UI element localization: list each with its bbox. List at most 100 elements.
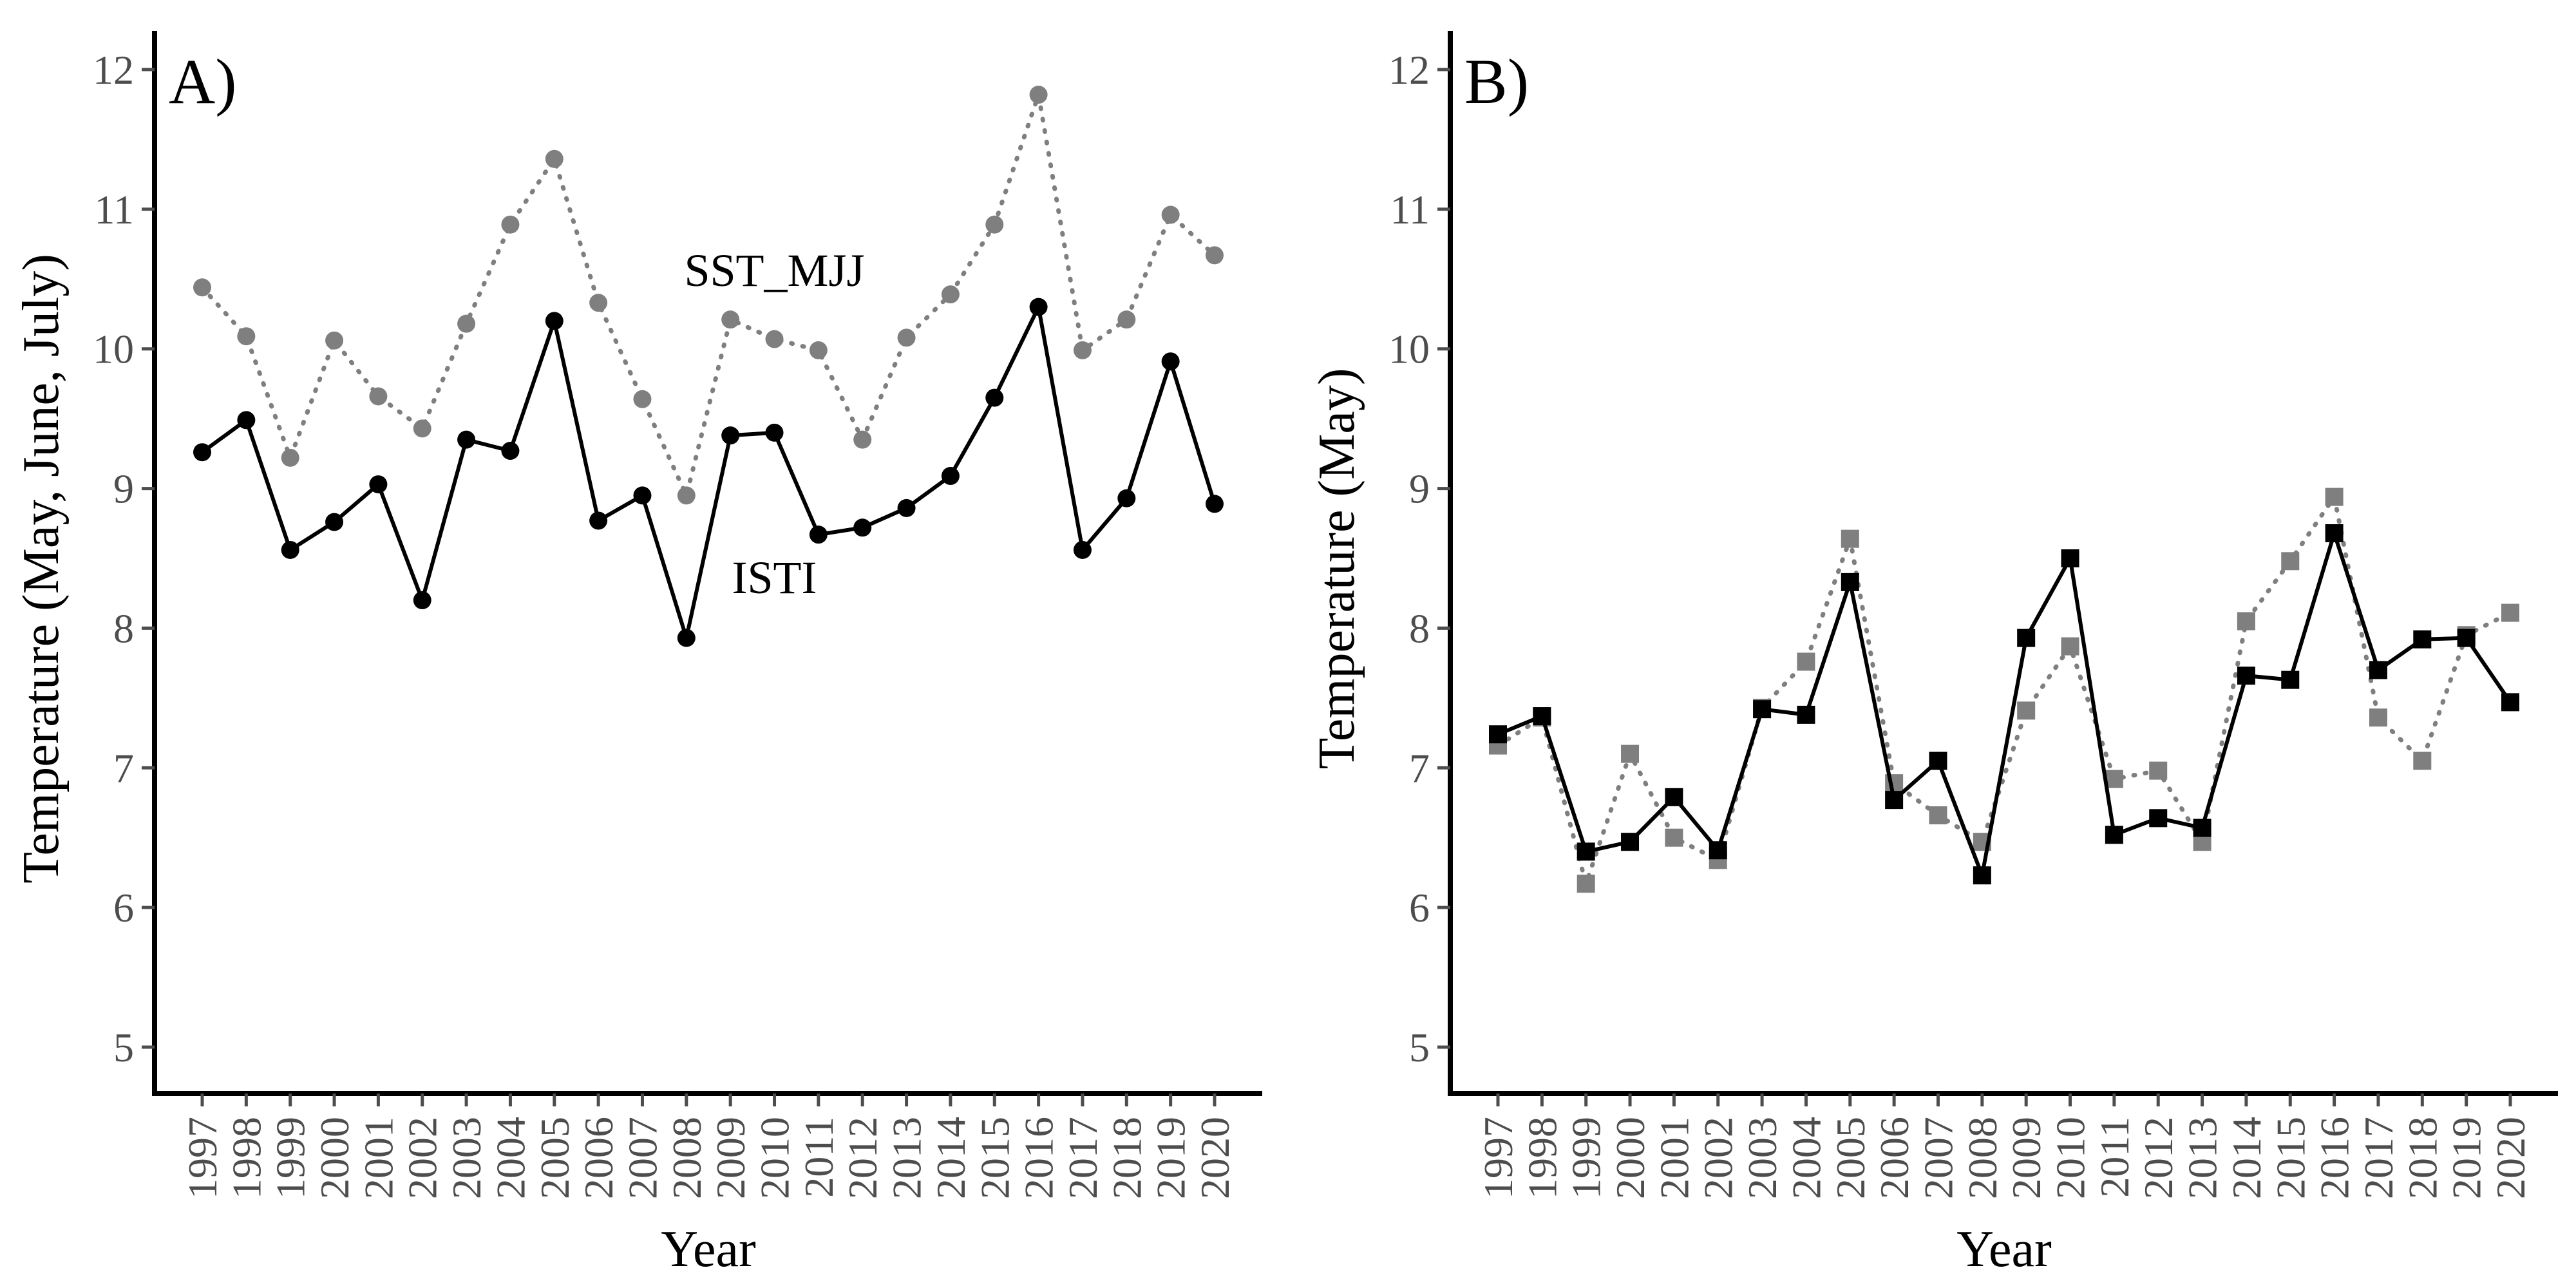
x-tick-label: 2017 — [2356, 1117, 2401, 1199]
data-point-isti — [1161, 352, 1180, 371]
data-point-sst — [853, 430, 872, 449]
data-point-isti — [1073, 540, 1092, 559]
data-point-sst — [193, 278, 211, 297]
data-point-isti — [413, 591, 431, 610]
data-point-sst — [369, 387, 388, 406]
y-axis-title: Temperature (May, June, July) — [13, 254, 70, 884]
x-tick-label: 2008 — [664, 1117, 710, 1199]
data-point-sst — [1577, 875, 1595, 893]
data-point-isti — [457, 430, 476, 449]
x-tick-label: 1999 — [1564, 1117, 1609, 1199]
y-tick-label: 9 — [1409, 466, 1430, 512]
data-point-isti — [2369, 661, 2387, 679]
data-point-sst — [2413, 752, 2432, 770]
data-point-isti — [1973, 866, 1991, 885]
x-tick-label: 2002 — [1696, 1117, 1741, 1199]
x-tick-label: 2012 — [840, 1117, 886, 1199]
x-tick-label: 2001 — [355, 1117, 401, 1199]
data-point-isti — [985, 388, 1004, 407]
x-tick-label: 2007 — [1915, 1117, 1961, 1199]
data-point-isti — [369, 475, 388, 494]
x-tick-label: 1998 — [1519, 1117, 1565, 1199]
data-point-sst — [1029, 86, 1048, 104]
x-tick-label: 2010 — [752, 1117, 798, 1199]
data-point-sst — [281, 448, 299, 467]
data-point-sst — [1665, 828, 1683, 847]
data-point-isti — [1206, 495, 1224, 513]
x-tick-label: 2003 — [1739, 1117, 1785, 1199]
x-tick-label: 2004 — [1783, 1117, 1829, 1199]
data-point-sst — [677, 486, 696, 505]
data-point-isti — [2017, 629, 2036, 647]
data-point-sst — [2501, 603, 2519, 622]
data-point-sst — [501, 215, 520, 234]
y-tick-label: 6 — [113, 885, 134, 931]
y-tick-label: 5 — [1409, 1025, 1430, 1070]
data-point-isti — [2193, 819, 2211, 837]
data-point-sst — [721, 310, 740, 329]
data-point-isti — [1621, 833, 1640, 851]
data-point-sst — [985, 215, 1004, 234]
x-tick-label: 2011 — [796, 1117, 842, 1198]
y-tick-label: 7 — [1409, 745, 1430, 791]
x-tick-label: 2000 — [312, 1117, 357, 1199]
data-point-sst — [941, 285, 960, 304]
data-point-isti — [1709, 841, 1727, 860]
data-point-isti — [237, 411, 256, 430]
data-point-sst — [2369, 708, 2387, 727]
data-point-isti — [501, 442, 520, 460]
data-point-isti — [2413, 630, 2432, 649]
data-point-sst — [633, 390, 652, 408]
x-axis-title: Year — [1956, 1221, 2051, 1278]
x-tick-label: 2015 — [2268, 1117, 2313, 1199]
data-point-sst — [2237, 612, 2255, 630]
data-point-isti — [1117, 489, 1136, 507]
x-tick-label: 2012 — [2136, 1117, 2181, 1199]
data-point-isti — [897, 498, 916, 517]
data-point-isti — [1885, 791, 1904, 810]
x-tick-label: 2008 — [1960, 1117, 2005, 1199]
x-tick-label: 2020 — [2488, 1117, 2533, 1199]
x-tick-label: 2014 — [2224, 1117, 2269, 1199]
data-point-isti — [2105, 826, 2123, 844]
data-point-isti — [2325, 524, 2344, 542]
data-point-sst — [897, 328, 916, 347]
x-axis-title: Year — [661, 1221, 755, 1278]
data-point-isti — [941, 467, 960, 486]
x-tick-label: 2020 — [1192, 1117, 1238, 1199]
panel-a: 5678910111219971998199920002001200220032… — [13, 31, 1262, 1278]
data-point-sst — [1206, 246, 1224, 265]
data-point-isti — [1029, 298, 1048, 316]
data-point-isti — [809, 526, 828, 544]
x-tick-label: 2018 — [2400, 1117, 2445, 1199]
x-tick-label: 1997 — [1475, 1117, 1521, 1199]
y-tick-label: 10 — [93, 327, 134, 372]
data-point-isti — [325, 513, 344, 531]
data-point-isti — [2149, 809, 2168, 828]
panel-label: B) — [1464, 46, 1529, 117]
series-line-isti — [201, 305, 1217, 640]
y-tick-label: 7 — [113, 745, 134, 791]
data-point-sst — [809, 341, 828, 359]
y-tick-label: 6 — [1409, 885, 1430, 931]
x-tick-label: 2018 — [1104, 1117, 1150, 1199]
x-tick-label: 2013 — [884, 1117, 930, 1199]
data-point-isti — [1533, 707, 1551, 726]
data-point-isti — [721, 426, 740, 445]
data-point-isti — [545, 312, 564, 330]
data-point-isti — [2061, 549, 2079, 567]
y-tick-label: 10 — [1388, 327, 1430, 372]
series-isti — [1489, 524, 2519, 885]
x-tick-label: 2009 — [2003, 1117, 2049, 1199]
data-point-isti — [2501, 693, 2519, 712]
x-tick-label: 2019 — [2444, 1117, 2490, 1199]
x-tick-label: 2002 — [400, 1117, 446, 1199]
x-tick-label: 2007 — [620, 1117, 665, 1199]
series-sst — [193, 86, 1224, 505]
x-tick-label: 2009 — [708, 1117, 753, 1199]
y-tick-label: 5 — [113, 1025, 134, 1070]
series-annotation: SST_MJJ — [684, 245, 864, 296]
data-point-sst — [1073, 341, 1092, 359]
y-tick-label: 12 — [1388, 47, 1430, 93]
